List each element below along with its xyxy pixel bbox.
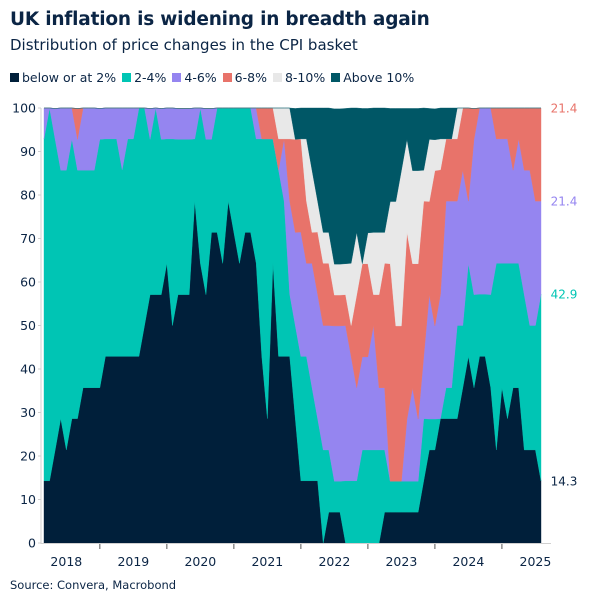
x-tick-label: 2018 (50, 554, 82, 569)
axes: 0 10 20 30 40 50 60 70 80 90 100 2018 2019 2020 2021 20… (12, 101, 551, 570)
y-tick-label: 50 (20, 318, 36, 333)
y-tick-label: 70 (20, 231, 36, 246)
y-tick-label: 10 (20, 492, 36, 507)
y-tick-label: 80 (20, 188, 36, 203)
legend-label: Above 10% (343, 70, 415, 85)
y-tick-label: 100 (12, 101, 36, 116)
y-tick-label: 90 (20, 144, 36, 159)
end-value-label: 21.4 (551, 102, 578, 116)
legend-item: 2-4% (122, 70, 166, 85)
x-tick-label: 2025 (520, 554, 552, 569)
legend-label: 8-10% (284, 70, 326, 85)
legend-label: 2-4% (134, 70, 167, 85)
legend-item: 6-8% (222, 70, 267, 85)
x-tick-label: 2020 (184, 554, 216, 569)
legend-swatch (272, 73, 282, 82)
legend-swatch (122, 73, 132, 82)
legend-swatch (331, 73, 341, 82)
chart-title: UK inflation is widening in breadth agai… (10, 9, 430, 30)
x-tick-label: 2022 (318, 554, 350, 569)
y-tick-label: 40 (20, 362, 36, 377)
legend-item: 8-10% (272, 70, 326, 85)
x-tick-label: 2021 (251, 554, 283, 569)
chart-subtitle: Distribution of price changes in the CPI… (10, 36, 358, 54)
legend-swatch (172, 73, 182, 82)
end-value-label: 42.9 (551, 288, 578, 302)
legend-swatch (222, 73, 232, 82)
legend-item: Above 10% (331, 70, 414, 85)
x-tick-label: 2023 (385, 554, 417, 569)
end-value-label: 21.4 (551, 195, 578, 209)
x-tick-label: 2024 (452, 554, 484, 569)
y-tick-label: 0 (28, 536, 36, 551)
legend-label: 4-6% (184, 70, 217, 85)
legend: below or at 2% 2-4% 4-6% 6-8% 8-10% Above 10% (10, 70, 414, 85)
legend-swatch (10, 73, 19, 82)
end-value-label: 14.3 (551, 474, 578, 488)
legend-label: below or at 2% (22, 70, 117, 85)
end-labels: 14.3 42.9 21.4 21.4 (551, 102, 578, 489)
x-tick-label: 2019 (117, 554, 149, 569)
area-series-5 (44, 107, 541, 265)
legend-item: 4-6% (172, 70, 217, 85)
legend-label: 6-8% (234, 70, 267, 85)
y-tick-label: 20 (20, 449, 36, 464)
legend-item: below or at 2% (10, 70, 116, 85)
y-tick-label: 60 (20, 275, 36, 290)
y-tick-label: 30 (20, 405, 36, 420)
source-note: Source: Convera, Macrobond (10, 578, 177, 592)
areas (43, 107, 542, 544)
